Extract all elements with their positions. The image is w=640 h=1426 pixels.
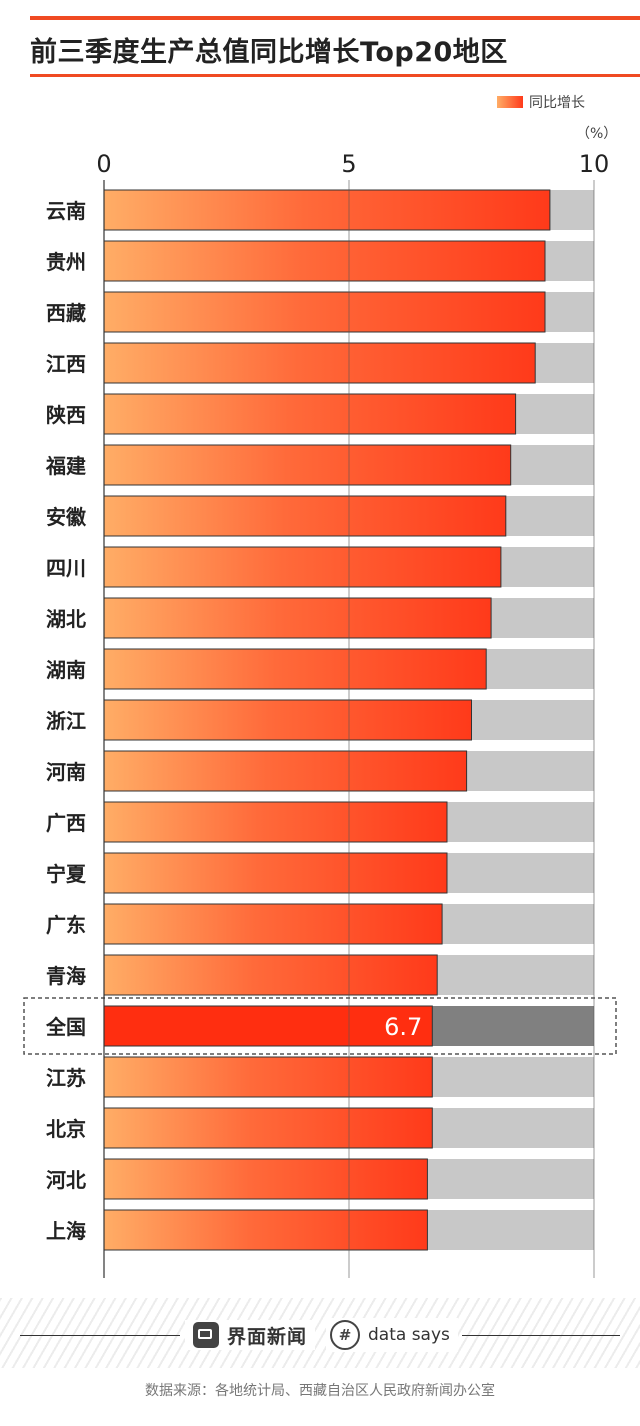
legend-label: 同比增长 — [529, 95, 585, 111]
category-label: 广东 — [46, 913, 86, 937]
bar — [103, 597, 492, 639]
bar — [103, 393, 517, 435]
x-tick-label: 10 — [579, 150, 610, 178]
category-label: 浙江 — [46, 709, 86, 733]
bar — [103, 291, 546, 333]
bar — [103, 1056, 433, 1098]
category-label: 陕西 — [46, 403, 86, 427]
bar — [103, 954, 438, 996]
bar — [103, 750, 468, 792]
footer-line-left — [20, 1335, 180, 1336]
datasays-logo-icon: # — [330, 1320, 360, 1350]
partner-block: # data says — [326, 1318, 458, 1352]
category-label: 广西 — [46, 811, 86, 835]
bar — [103, 852, 448, 894]
jiemian-logo-icon — [193, 1322, 219, 1348]
x-tick-label: 0 — [96, 150, 111, 178]
legend-swatch — [497, 96, 523, 108]
title-underline — [30, 74, 640, 77]
top-rule — [30, 16, 640, 20]
category-label: 安徽 — [46, 505, 87, 529]
source-note: 数据来源：各地统计局、西藏自治区人民政府新闻办公室 — [145, 1383, 495, 1399]
brand-name: 界面新闻 — [227, 1325, 308, 1348]
category-label: 云南 — [46, 199, 86, 223]
category-label: 全国 — [45, 1015, 86, 1039]
unit-label: （%） — [576, 126, 618, 142]
category-label: 湖南 — [46, 658, 86, 682]
bar — [103, 444, 512, 486]
category-label: 江苏 — [46, 1066, 86, 1090]
bar — [103, 903, 443, 945]
partner-name: data says — [368, 1325, 450, 1345]
highlight-frame — [23, 997, 617, 1055]
bar — [103, 240, 546, 282]
bar — [103, 546, 502, 588]
category-label: 贵州 — [46, 250, 86, 274]
legend: 同比增长 — [497, 92, 585, 112]
bar — [103, 189, 551, 231]
category-label: 北京 — [46, 1117, 86, 1141]
footer-watermark — [0, 1298, 640, 1368]
brand-block: 界面新闻 — [185, 1320, 316, 1350]
bar — [103, 342, 536, 384]
footer-line-right — [462, 1335, 620, 1336]
category-label: 湖北 — [46, 607, 86, 631]
category-label: 青海 — [46, 964, 86, 988]
category-label: 河北 — [46, 1168, 86, 1192]
bar — [103, 1209, 428, 1251]
bar — [103, 648, 487, 690]
category-label: 四川 — [46, 556, 86, 580]
data-label: 6.7 — [384, 1013, 422, 1041]
category-label: 宁夏 — [46, 862, 87, 886]
category-label: 江西 — [46, 352, 86, 376]
bar — [103, 495, 507, 537]
category-label: 河南 — [46, 760, 86, 784]
category-label: 西藏 — [46, 301, 86, 325]
x-tick-label: 5 — [341, 150, 356, 178]
bar — [103, 699, 472, 741]
bar — [103, 1158, 428, 1200]
category-label: 上海 — [46, 1219, 86, 1243]
bar — [103, 1107, 433, 1149]
bar — [103, 1005, 433, 1047]
chart-title: 前三季度生产总值同比增长Top20地区 — [30, 37, 508, 68]
bar — [103, 801, 448, 843]
category-label: 福建 — [45, 454, 86, 478]
